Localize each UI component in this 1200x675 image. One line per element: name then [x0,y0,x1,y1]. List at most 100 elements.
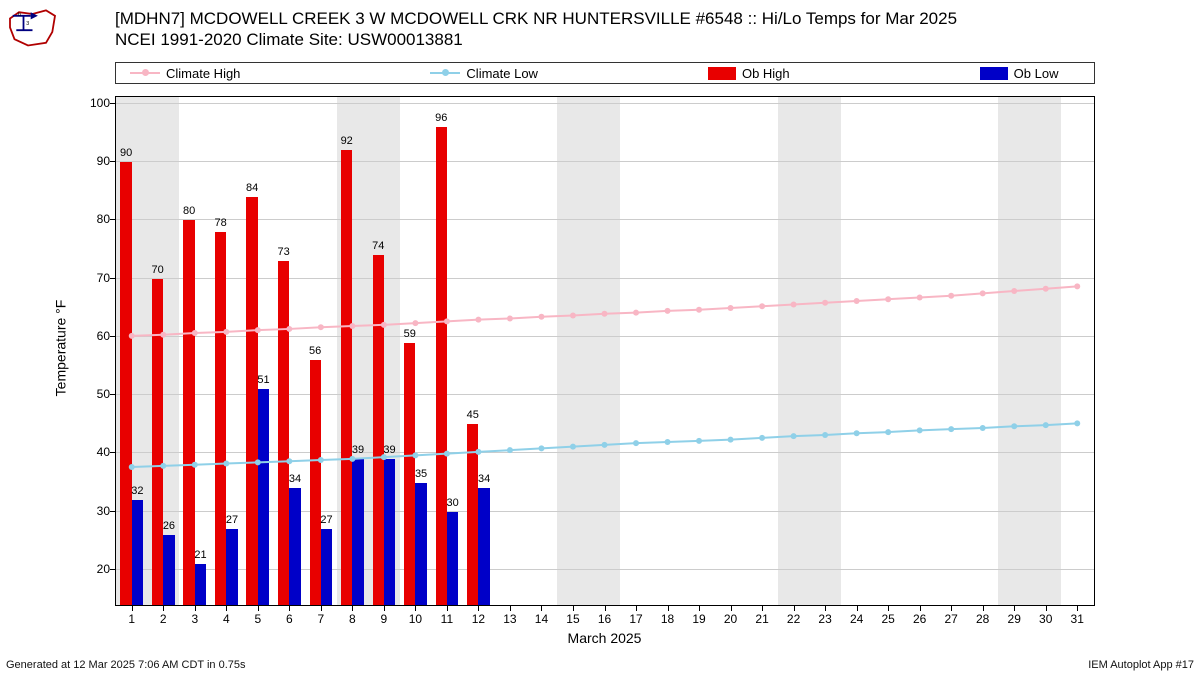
x-tick [731,605,732,611]
y-axis-label: Temperature °F [52,300,68,397]
x-tick-label: 21 [755,612,768,626]
bar-value-label: 74 [372,240,384,252]
ob-high-bar [120,162,131,605]
x-tick [1046,605,1047,611]
legend-ob-low: Ob Low [980,66,1059,81]
bar-value-label: 34 [478,473,490,485]
x-tick-label: 31 [1071,612,1084,626]
weekend-band [778,97,841,605]
x-tick-label: 24 [850,612,863,626]
svg-text:3: 3 [26,21,29,27]
x-tick [668,605,669,611]
y-tick [110,103,116,104]
weekend-band [557,97,620,605]
x-tick-label: 13 [503,612,516,626]
x-tick [541,605,542,611]
y-tick-label: 30 [80,504,110,518]
ob-low-bar [321,529,332,605]
bar-value-label: 39 [383,444,395,456]
ob-high-bar [152,279,163,605]
x-tick [605,605,606,611]
x-tick [1077,605,1078,611]
y-tick [110,569,116,570]
x-tick-label: 12 [472,612,485,626]
x-tick-label: 15 [566,612,579,626]
x-tick [951,605,952,611]
legend-label: Ob Low [1014,66,1059,81]
y-tick-label: 60 [80,329,110,343]
legend-swatch-climate-high-icon [130,68,160,78]
x-tick [510,605,511,611]
y-tick-label: 20 [80,562,110,576]
legend-climate-low: Climate Low [430,66,538,81]
x-tick-label: 29 [1008,612,1021,626]
bar-value-label: 35 [415,468,427,480]
ob-low-bar [258,389,269,605]
ob-high-bar [436,127,447,605]
chart-plot-area: 2030405060708090100123456789101112131415… [115,96,1095,606]
footer-appinfo: IEM Autoplot App #17 [1088,659,1194,671]
ob-low-bar [195,564,206,605]
x-tick [699,605,700,611]
x-tick-label: 9 [381,612,388,626]
x-tick-label: 2 [160,612,167,626]
y-tick-label: 70 [80,271,110,285]
x-tick [920,605,921,611]
legend-label: Climate Low [466,66,538,81]
y-tick [110,511,116,512]
y-tick [110,394,116,395]
weekend-band [998,97,1061,605]
ob-high-bar [278,261,289,605]
y-tick [110,278,116,279]
x-tick [384,605,385,611]
legend-ob-high: Ob High [708,66,790,81]
x-tick-label: 20 [724,612,737,626]
x-tick-label: 25 [881,612,894,626]
ob-low-bar [289,488,300,605]
x-tick-label: 7 [318,612,325,626]
ob-high-bar [341,150,352,605]
x-tick [857,605,858,611]
x-tick [762,605,763,611]
title-line2: NCEI 1991-2020 Climate Site: USW00013881 [115,29,957,50]
bar-value-label: 70 [151,264,163,276]
ob-low-bar [478,488,489,605]
y-tick-label: 90 [80,154,110,168]
svg-text:b: b [18,12,21,18]
x-tick [321,605,322,611]
x-tick-label: 3 [191,612,198,626]
x-tick [352,605,353,611]
x-tick-label: 23 [818,612,831,626]
bar-value-label: 27 [226,514,238,526]
x-tick [794,605,795,611]
chart-title: [MDHN7] MCDOWELL CREEK 3 W MCDOWELL CRK … [115,8,957,51]
x-tick [163,605,164,611]
x-tick-label: 19 [692,612,705,626]
ob-low-bar [352,459,363,605]
iem-logo-icon: 3 b [5,5,60,50]
bar-value-label: 84 [246,182,258,194]
footer-timestamp: Generated at 12 Mar 2025 7:06 AM CDT in … [6,659,246,671]
ob-low-bar [447,512,458,605]
x-tick [825,605,826,611]
x-tick-label: 30 [1039,612,1052,626]
bar-value-label: 26 [163,520,175,532]
bar-value-label: 45 [467,409,479,421]
legend-swatch-ob-low-icon [980,67,1008,80]
x-tick-label: 1 [128,612,135,626]
y-tick-label: 100 [80,96,110,110]
ob-high-bar [246,197,257,605]
bar-value-label: 90 [120,147,132,159]
x-tick-label: 28 [976,612,989,626]
y-tick-label: 50 [80,387,110,401]
bar-value-label: 78 [215,217,227,229]
x-tick [226,605,227,611]
x-tick [415,605,416,611]
y-tick [110,452,116,453]
legend: Climate High Climate Low Ob High Ob Low [115,62,1095,84]
x-tick-label: 18 [661,612,674,626]
x-tick [1014,605,1015,611]
x-tick-label: 26 [913,612,926,626]
y-tick-label: 80 [80,212,110,226]
ob-high-bar [183,220,194,605]
